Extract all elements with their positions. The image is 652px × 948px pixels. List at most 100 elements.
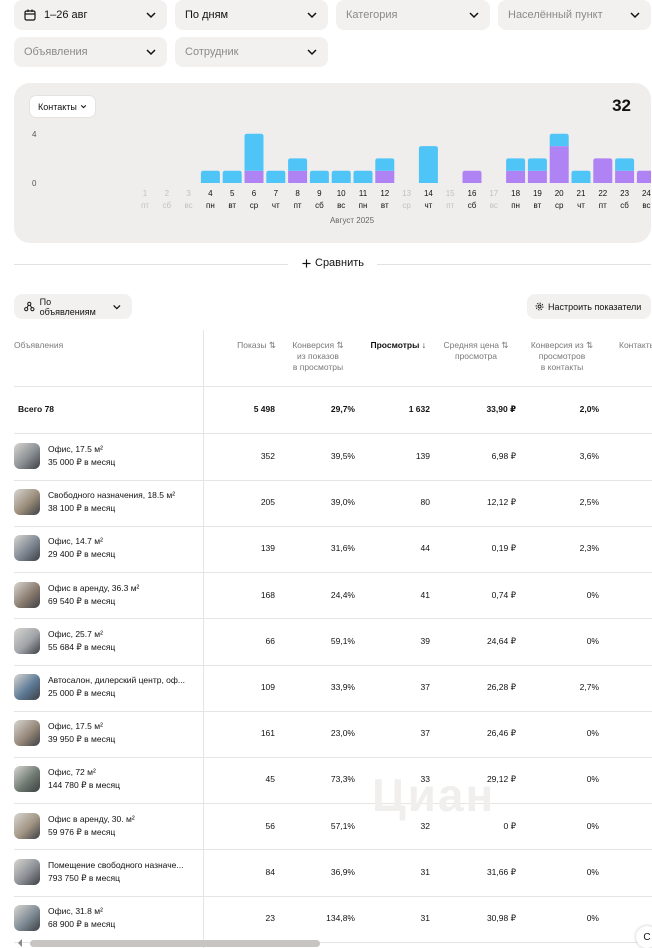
cell-views: 44 [420,543,430,554]
listing-title[interactable]: Свободного назначения, 18.5 м² [48,490,176,501]
divider [377,264,651,265]
listing-title[interactable]: Офис, 31.8 м² [48,906,103,916]
cell-conv-contacts: 0% [586,589,599,600]
column-divider [203,330,204,948]
table-row[interactable]: Офис, 17.5 м² 35 000 ₽ в месяц 352 39,5% 139… [0,434,652,480]
sort-icon: ⇅ [336,340,344,350]
col-header-conv-contacts-line2: просмотров [538,351,586,361]
locality-filter-placeholder: Населённый пункт [508,9,603,21]
x-tick-weekday: пт [294,201,302,210]
cell-views: 39 [420,635,430,646]
listing-thumbnail[interactable] [14,858,40,885]
x-tick-day: 12 [380,189,389,198]
table-row[interactable]: Офис, 31.8 м² 68 900 ₽ в месяц 23 134,8% 31 3… [0,896,652,942]
listing-thumbnail[interactable] [14,489,40,516]
listing-thumbnail[interactable] [14,535,40,562]
listing-title[interactable]: Помещение свободного назначе... [48,859,184,870]
listing-title[interactable]: Офис, 72 м² [48,767,96,778]
chevron-down-icon [307,49,317,56]
table-row[interactable]: Офис, 25.7 м² 55 684 ₽ в месяц 66 59,1% 39 24… [0,619,652,665]
x-tick-day: 19 [533,189,542,198]
listing-title[interactable]: Автосалон, дилерский центр, оф... [48,675,185,685]
chart-bar-segment [636,170,651,183]
listing-thumbnail[interactable] [14,443,40,469]
y-tick-label: 0 [32,179,37,188]
cell-views: 31 [420,913,430,923]
listing-title[interactable]: Офис, 25.7 м² [48,628,103,639]
col-header-conversion-contacts[interactable]: Конверсия из ⇅ просмотров в контакты [522,340,602,373]
compare-button[interactable]: Сравнить [302,257,364,269]
cell-conv-contacts: 2,3% [579,543,599,554]
x-tick-weekday: ср [402,201,411,210]
date-filter[interactable]: 1–26 авг [14,0,167,30]
listing-title[interactable]: Офис, 17.5 м² [48,721,103,732]
category-filter[interactable]: Категория [336,0,490,30]
table-row[interactable]: Автосалон, дилерский центр, оф... 25 000 … [0,665,652,711]
cell-shows: 66 [265,635,275,646]
x-tick-day: 14 [424,189,433,198]
listing-title[interactable]: Офис, 17.5 м² [48,444,103,454]
listing-price: 68 900 ₽ в месяц [48,919,116,929]
sort-icon: ⇅ [586,340,594,350]
divider [14,803,652,805]
grouping-filter[interactable]: По дням [175,0,328,30]
scroll-left-icon[interactable] [16,938,24,948]
employee-filter[interactable]: Сотрудник [175,37,328,67]
configure-metrics-button[interactable]: Настроить показатели [527,294,651,319]
table-row[interactable]: Офис, 72 м² 144 780 ₽ в месяц 45 73,3% 33 29,… [0,757,652,803]
chart-bar-segment [527,170,547,183]
group-by-select[interactable]: По объявлениям [14,294,132,319]
locality-filter[interactable]: Населённый пункт [498,0,651,30]
listing-price: 144 780 ₽ в месяц [48,780,121,791]
table-row[interactable]: Офис в аренду, 30. м² 59 976 ₽ в месяц 56 5… [0,804,652,850]
date-filter-value: 1–26 авг [44,9,88,21]
chart-bar-segment [527,158,547,171]
chat-button[interactable]: C [636,926,652,948]
table-row[interactable]: Офис в аренду, 36.3 м² 69 540 ₽ в месяц 16… [0,573,652,619]
listing-price: 25 000 ₽ в месяц [48,688,116,698]
listing-title[interactable]: Офис в аренду, 36.3 м² [48,582,140,593]
table-row[interactable]: Офис, 14.7 м² 29 400 ₽ в месяц 139 31,6% 44 0… [0,526,652,572]
listing-thumbnail[interactable] [14,766,40,793]
x-tick-day: 20 [555,189,564,198]
table-row[interactable]: Помещение свободного назначе... 793 750 ₽… [0,850,652,896]
listing-title[interactable]: Офис в аренду, 30. м² [48,813,135,824]
listing-thumbnail[interactable] [14,674,40,700]
table-row[interactable]: Свободного назначения, 18.5 м² 38 100 ₽ в… [0,480,652,526]
col-header-views[interactable]: Просмотры ↓ [360,340,426,351]
chart-bar-segment [353,170,373,183]
listing-title[interactable]: Офис, 14.7 м² [48,536,103,547]
col-header-conversion-views[interactable]: Конверсия ⇅ из показов в просмотры [282,340,354,373]
employee-filter-placeholder: Сотрудник [185,46,239,58]
listing-price: 29 400 ₽ в месяц [48,549,116,560]
scrollbar-thumb[interactable] [30,940,320,947]
col-header-shows[interactable]: Показы ⇅ [220,340,276,351]
cell-conv-views: 23,0% [330,728,355,739]
listing-price: 38 100 ₽ в месяц [48,503,116,514]
horizontal-scrollbar[interactable] [14,937,634,948]
x-tick-weekday: вс [642,201,650,210]
cell-avg-price: 26,28 ₽ [486,682,516,692]
listing-thumbnail[interactable] [14,905,40,931]
chart-bar-segment [375,170,395,183]
metric-select[interactable]: Контакты [30,96,95,117]
table-row[interactable]: Офис, 17.5 м² 39 950 ₽ в месяц 161 23,0% 37 2… [0,711,652,757]
cell-conv-contacts: 0% [586,820,599,831]
x-tick-weekday: пн [359,201,368,210]
cell-shows: 56 [265,820,275,831]
listing-price: 55 684 ₽ в месяц [48,641,116,652]
col-header-avg-price[interactable]: Средняя цена ⇅ просмотра [436,340,516,362]
x-tick-weekday: сб [620,201,629,210]
x-tick-weekday: ср [250,201,259,210]
listing-thumbnail[interactable] [14,627,40,654]
listing-thumbnail[interactable] [14,581,40,608]
col-header-contacts[interactable]: Контакты [619,340,652,350]
listing-thumbnail[interactable] [14,720,40,747]
cell-avg-price: 24,64 ₽ [486,635,516,646]
col-header-conv-contacts-line1: Конверсия из [530,340,584,350]
sort-desc-icon: ↓ [421,340,426,350]
chevron-down-icon [80,104,87,109]
ads-filter[interactable]: Объявления [14,37,167,67]
ads-filter-placeholder: Объявления [24,46,88,58]
listing-thumbnail[interactable] [14,812,40,839]
